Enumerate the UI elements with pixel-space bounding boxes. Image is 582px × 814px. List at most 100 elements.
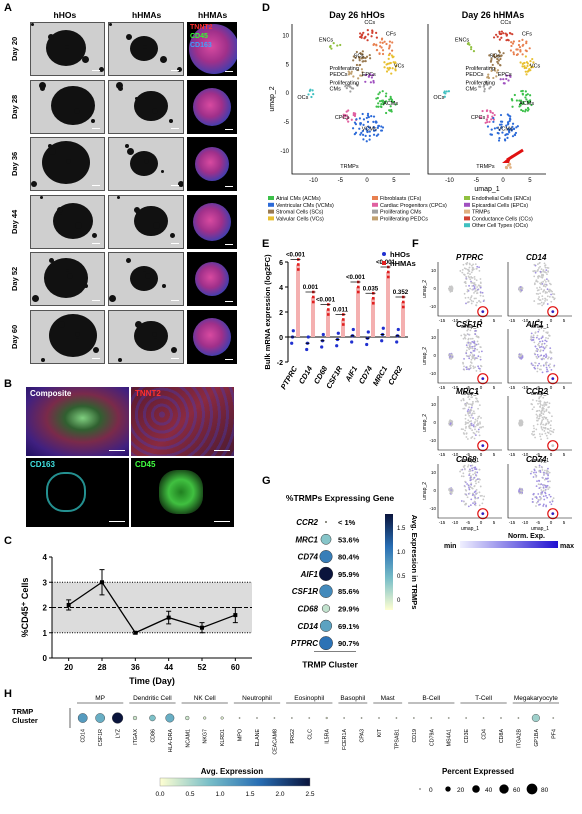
cell-point [532,425,535,427]
cell-point [520,420,523,423]
cell-point [489,60,493,63]
cell-point [449,420,452,423]
cell-point [545,361,547,364]
cell-point [371,29,374,32]
confocal-label: CD163 [30,460,55,469]
cell-point [509,75,512,78]
cell-point [538,299,541,301]
cell-point [543,473,545,476]
cell-point [539,402,542,405]
cell-point [474,329,477,332]
confocal-label: Composite [30,389,72,398]
cell-point [544,403,547,406]
confocal-image: TNNT2 [131,387,234,456]
cell-point [465,263,468,266]
cell-point [532,270,535,273]
cell-point [450,489,453,492]
cell-point [449,492,452,495]
cell-point [448,287,451,290]
cell-point [375,97,378,100]
cell-point [518,46,522,49]
cell-point [469,278,472,281]
cell-point [545,340,548,343]
cell-point [392,100,395,103]
cell-point [540,354,543,357]
cell-point [546,332,549,335]
cell-point [540,466,543,468]
hhmas-point [402,295,405,299]
cell-point [548,288,551,291]
cell-point [520,353,523,356]
cell-point [449,356,452,359]
cell-point [540,426,543,428]
cell-point [361,56,364,59]
cell-point [474,496,477,499]
cell-point [542,303,545,305]
cell-point [467,395,470,398]
cell-point [544,488,547,491]
cell-point [470,409,473,412]
scale-bar [225,243,233,245]
cell-point [544,424,547,426]
cell-point [479,367,481,370]
cell-point [524,108,528,111]
debris [41,357,45,362]
cell-point [355,50,358,54]
cell-point [474,490,477,493]
cell-point [390,49,394,52]
cell-point [518,353,521,356]
cell-point [487,75,490,78]
cell-point [495,71,499,74]
trmp-point [509,166,512,169]
cell-point [310,95,313,99]
cell-point [545,486,548,489]
legend-label: TRMPs [472,210,490,216]
cell-point [467,289,470,292]
cell-point [472,50,476,53]
panel-h-letter: H [4,688,12,700]
p-value-label: 0.001 [303,284,319,291]
cell-point [533,352,536,355]
panel-a-row-label: Day 36 [10,151,19,176]
hhos-point [291,329,295,333]
cell-point [542,290,544,293]
cell-point [546,295,549,298]
cluster-label: CFs [386,32,396,38]
cell-point [537,499,540,502]
cell-point [473,286,476,288]
cell-point [525,66,528,70]
legend-label: Proliferating PEDCs [380,216,428,222]
cell-point [469,479,472,482]
cell-point [513,93,516,97]
cell-point [545,409,548,412]
cluster-label: CMs [330,87,342,93]
cell-point [472,492,474,495]
colorbar-tick: 1.5 [397,526,406,532]
cell-point [474,345,477,347]
cell-point [451,290,453,293]
cell-point [374,120,377,124]
axes [437,262,502,317]
cell-point [551,415,553,418]
cell-point [497,139,501,142]
cell-point [382,103,385,106]
x-tick-label: -10 [309,178,318,184]
x-tick-label: -5 [536,318,540,323]
cell-point [394,103,397,106]
cell-point [518,353,521,356]
axes [51,557,252,659]
x-tick-label: 5 [493,520,496,525]
cell-point [525,50,528,53]
cell-point [449,490,452,493]
cell-point [521,287,524,290]
cell-point [490,133,494,136]
cell-point [542,495,545,498]
cell-point [507,114,510,117]
cell-point [474,366,477,369]
cell-point [468,341,471,344]
cell-point [478,284,481,287]
group-label: Basophil [340,695,365,702]
confocal-image: CD163 [26,458,129,527]
cell-point [507,39,510,42]
cell-point [548,421,551,424]
